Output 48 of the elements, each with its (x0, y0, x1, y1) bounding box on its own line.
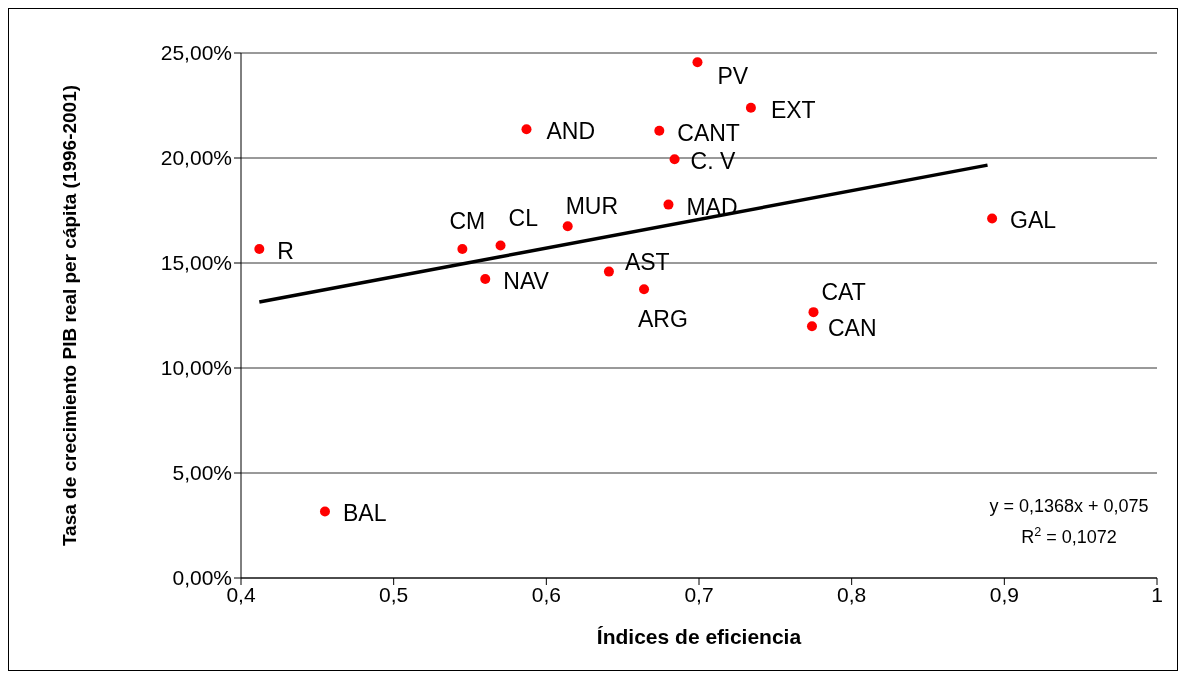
annotation: GAL (1010, 207, 1057, 234)
point (692, 57, 703, 68)
x-tick-label: 0,6 (531, 582, 561, 606)
x-tick-label: 0,8 (837, 582, 867, 606)
point (603, 266, 614, 277)
y-axis-title: Tasa de crecimiento PIB real per cápita (1996-2001) (58, 84, 80, 547)
annotation: R$^{2}$ = 0,1072 (1021, 525, 1117, 547)
annotation: CAN (827, 315, 877, 342)
annotation: C. V (690, 148, 736, 175)
x-tick-label: 1 (1151, 582, 1163, 606)
annotation: CANT (677, 119, 740, 146)
annotation: CL (508, 204, 539, 231)
point (745, 102, 756, 113)
annotation: CM (449, 207, 486, 234)
annotation: AST (624, 248, 670, 275)
annotation: NAV (503, 267, 550, 294)
y-tick-label: 25,00% (160, 41, 232, 65)
point (808, 307, 819, 318)
annotation: AND (546, 118, 596, 145)
x-tick-label: 0,9 (989, 582, 1019, 606)
y-tick-label: 10,00% (160, 356, 232, 380)
x-tick-label: 0,5 (379, 582, 409, 606)
point (254, 243, 265, 254)
point (987, 213, 998, 224)
x-axis-title: Índices de eficiencia (596, 625, 802, 648)
annotation: EXT (770, 96, 816, 123)
y-tick-label: 20,00% (160, 146, 232, 170)
annotation: CAT (821, 279, 866, 306)
y-tick-label: 15,00% (160, 251, 232, 275)
point (480, 273, 491, 284)
point (521, 124, 532, 135)
point (654, 125, 665, 136)
annotation: PV (717, 63, 749, 90)
annotation: ARG (638, 306, 688, 333)
annotation: R (277, 237, 294, 264)
point (319, 506, 330, 517)
point (495, 240, 506, 251)
y-tick-label: 5,00% (172, 461, 232, 485)
point (663, 199, 674, 210)
annotation: MUR (565, 193, 619, 220)
point (806, 321, 817, 332)
annotation: y = 0,1368x + 0,075 (989, 496, 1149, 516)
x-tick-label: 0,7 (684, 582, 714, 606)
point (457, 243, 468, 254)
point (562, 221, 573, 232)
point (669, 154, 680, 165)
annotation: BAL (342, 500, 387, 527)
point (639, 284, 650, 295)
